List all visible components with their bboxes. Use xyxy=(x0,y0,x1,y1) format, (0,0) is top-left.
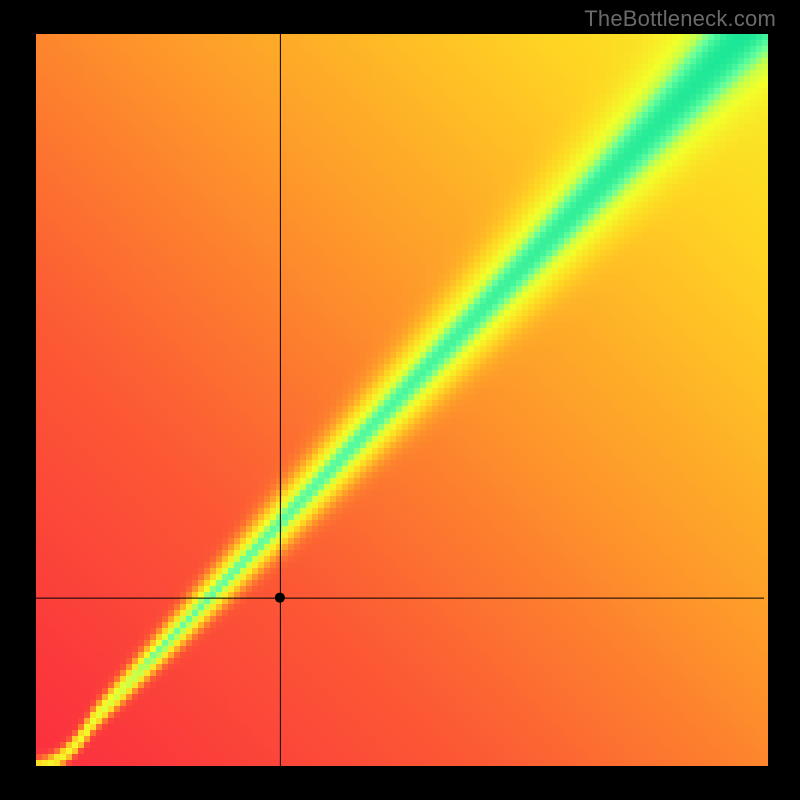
watermark-text: TheBottleneck.com xyxy=(584,6,776,32)
bottleneck-heatmap xyxy=(0,0,800,800)
chart-stage: TheBottleneck.com xyxy=(0,0,800,800)
